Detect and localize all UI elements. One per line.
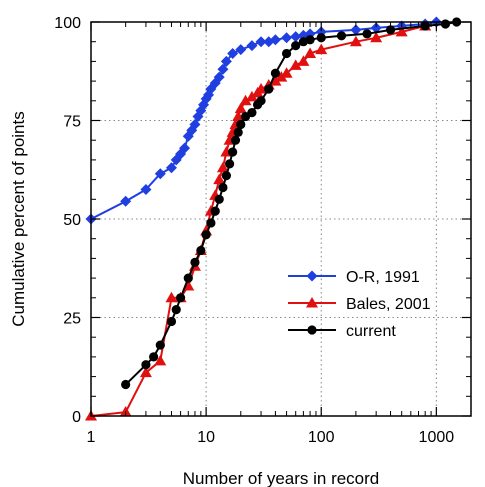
data-point <box>121 380 130 389</box>
y-tick-label: 50 <box>63 212 81 229</box>
y-tick-label: 75 <box>63 114 81 131</box>
x-tick-label: 10 <box>197 429 215 446</box>
data-point <box>172 305 181 314</box>
data-point <box>234 128 243 137</box>
y-tick-label: 100 <box>54 15 81 32</box>
data-point <box>202 230 211 239</box>
data-point <box>282 49 291 58</box>
data-point <box>236 120 245 129</box>
data-point <box>156 340 165 349</box>
x-tick-label: 100 <box>308 429 335 446</box>
y-tick-label: 25 <box>63 311 81 328</box>
data-point <box>362 29 371 38</box>
data-point <box>256 96 265 105</box>
legend-label: Bales, 2001 <box>346 296 431 313</box>
data-point <box>206 218 215 227</box>
legend-label: O-R, 1991 <box>346 269 420 286</box>
data-point <box>141 360 150 369</box>
x-axis-title: Number of years in record <box>183 469 380 487</box>
data-point <box>176 293 185 302</box>
data-point <box>167 317 176 326</box>
x-tick-label: 1000 <box>419 429 455 446</box>
data-point <box>149 352 158 361</box>
data-point <box>225 159 234 168</box>
data-point <box>211 207 220 216</box>
data-point <box>215 195 224 204</box>
data-point <box>337 31 346 40</box>
data-point <box>441 19 450 28</box>
data-point <box>228 147 237 156</box>
data-point <box>222 171 231 180</box>
y-tick-label: 0 <box>72 409 81 426</box>
data-point <box>231 136 240 145</box>
legend-label: current <box>346 323 396 340</box>
data-point <box>317 33 326 42</box>
data-point <box>196 246 205 255</box>
data-point <box>190 258 199 267</box>
legend-marker <box>307 325 316 334</box>
data-point <box>264 84 273 93</box>
data-point <box>218 183 227 192</box>
data-point <box>305 35 314 44</box>
x-tick-label: 1 <box>87 429 96 446</box>
data-point <box>247 108 256 117</box>
data-point <box>271 69 280 78</box>
y-axis-title: Cumulative percent of points <box>9 111 28 326</box>
data-point <box>184 274 193 283</box>
